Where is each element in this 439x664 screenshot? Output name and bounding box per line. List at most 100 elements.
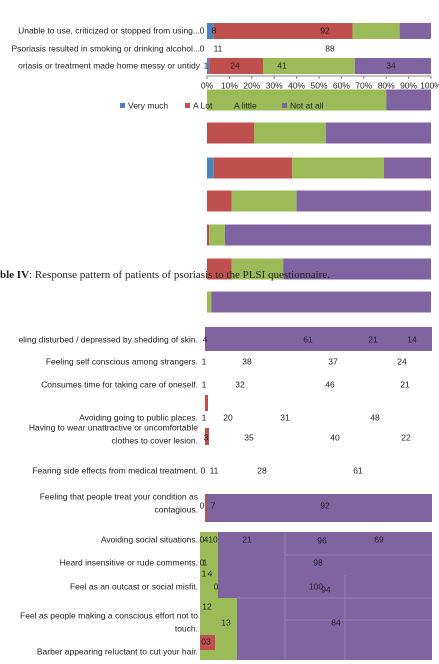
- row-number: 1: [202, 356, 207, 366]
- data-label: 24: [230, 60, 240, 70]
- row-number: 1: [203, 557, 208, 567]
- bar-segment: [231, 258, 284, 280]
- row-number: 21: [400, 379, 410, 389]
- x-tick-label: 20%: [243, 80, 260, 90]
- row-label: clothes to cover lesion.: [112, 435, 198, 445]
- data-label: 92: [320, 25, 330, 35]
- bar-segment: [213, 157, 293, 179]
- row-number: 84: [331, 617, 341, 627]
- row-number: 69: [374, 534, 384, 544]
- x-tick-label: 50%: [310, 80, 327, 90]
- data-label: 0: [200, 25, 205, 35]
- row-label: touch.: [175, 623, 198, 633]
- bar-segment: [207, 258, 232, 280]
- x-tick-label: 30%: [266, 80, 283, 90]
- category-label: Psoriasis resulted in smoking or drinkin…: [11, 43, 200, 53]
- legend-swatch: [282, 103, 287, 108]
- row-label: Feeling self conscious among strangers.: [46, 356, 198, 366]
- row-number: 37: [328, 356, 338, 366]
- row-label: Heard insensitive or rude comments.: [60, 557, 198, 567]
- x-tick-label: 10%: [221, 80, 238, 90]
- x-tick-label: 0%: [201, 80, 214, 90]
- row-number: 3: [204, 432, 209, 442]
- bar-segment: [383, 157, 431, 179]
- row-number: 48: [370, 412, 380, 422]
- legend-swatch: [226, 103, 231, 108]
- row-number: 7: [211, 500, 216, 510]
- x-tick-label: 80%: [378, 80, 395, 90]
- data-label: 11: [214, 43, 223, 53]
- data-label: 1: [204, 60, 209, 70]
- bar-segment: [207, 190, 232, 212]
- background-layer: [207, 89, 431, 313]
- bar-segment: [207, 157, 214, 179]
- row-number: 92: [320, 500, 330, 510]
- legend-entry: Not at all: [290, 100, 324, 110]
- row-label: Feel as people making a conscious effort…: [20, 610, 198, 620]
- data-label: 8: [212, 25, 217, 35]
- category-label: Unable to use, criticized or stopped fro…: [18, 25, 200, 35]
- block: [205, 327, 432, 351]
- x-tick-label: 100%: [420, 80, 439, 90]
- row-number: 0: [200, 500, 205, 510]
- row-number: 1: [202, 379, 207, 389]
- row-label: Feeling that people treat your condition…: [40, 491, 198, 501]
- block: [205, 494, 207, 522]
- row-number: 1: [202, 412, 207, 422]
- row-number: 46: [325, 379, 335, 389]
- legend-swatch: [120, 103, 125, 108]
- row-number: 38: [242, 356, 252, 366]
- x-tick-label: 70%: [355, 80, 372, 90]
- row-number: 10: [208, 534, 218, 544]
- block: [200, 532, 218, 660]
- row-number: 96: [317, 535, 327, 545]
- data-label: 0: [200, 43, 205, 53]
- row-label: Having to wear unattractive or uncomfort…: [29, 422, 198, 432]
- bar-segment: [213, 23, 353, 39]
- row-number: 0: [214, 581, 219, 591]
- bar-segment: [207, 224, 210, 246]
- row-label: Barber appearing reluctant to cut your h…: [37, 646, 198, 656]
- row-number: 4: [208, 568, 213, 578]
- row-number: 31: [280, 412, 290, 422]
- bar-segment: [209, 224, 225, 246]
- bar-segment: [207, 23, 214, 39]
- block: [200, 635, 215, 650]
- row-number: 13: [221, 617, 231, 627]
- bar-segment: [254, 122, 326, 144]
- row-number: 100: [309, 581, 323, 591]
- row-number: 32: [235, 379, 245, 389]
- row-number: 98: [313, 557, 323, 567]
- row-number: 20: [223, 412, 233, 422]
- row-number: 28: [257, 465, 267, 475]
- bar-segment: [386, 89, 431, 111]
- block: [207, 494, 432, 522]
- bar-segment: [283, 258, 431, 280]
- row-number: 24: [397, 356, 407, 366]
- caption-text: : Response pattern of patients of psoria…: [29, 269, 330, 281]
- data-label: 41: [277, 60, 287, 70]
- row-label: eling disturbed / depressed by shedding …: [18, 334, 198, 344]
- bar-segment: [207, 89, 387, 111]
- bar-segment: [263, 58, 355, 74]
- row-number: 21: [368, 334, 378, 344]
- row-number: 12: [202, 601, 212, 611]
- x-tick-label: 60%: [333, 80, 350, 90]
- row-label: Consumes time for taking care of oneself…: [41, 379, 198, 389]
- row-label: Feel as an outcast or social misfit.: [70, 581, 198, 591]
- caption: ble IV: Response pattern of patients of …: [0, 269, 330, 281]
- data-label: 88: [325, 43, 335, 53]
- x-tick-label: 90%: [400, 80, 417, 90]
- legend-swatch: [185, 103, 190, 108]
- row-label: contagious.: [155, 504, 198, 514]
- legend-entry: Very much: [128, 100, 168, 110]
- block: [205, 428, 209, 445]
- block: [205, 395, 208, 411]
- legend-entry: A Lot: [193, 100, 213, 110]
- bar-segment: [292, 157, 384, 179]
- row-number: 0: [200, 534, 205, 544]
- faint-grid: [237, 532, 432, 660]
- bar-segment: [231, 190, 297, 212]
